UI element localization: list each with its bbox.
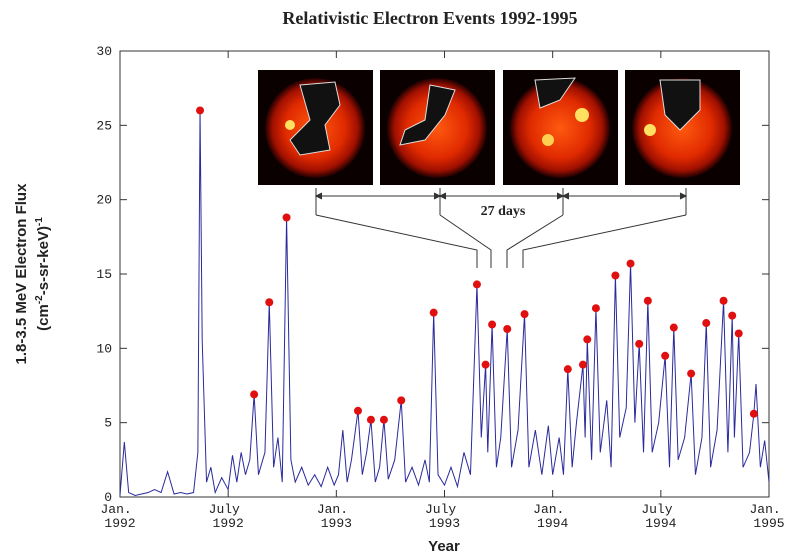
chart-title: Relativistic Electron Events 1992-1995 xyxy=(282,8,577,28)
event-marker xyxy=(750,410,758,418)
event-marker xyxy=(627,260,635,268)
event-marker xyxy=(644,297,652,305)
y-tick-label: 20 xyxy=(96,193,112,208)
event-marker xyxy=(473,280,481,288)
annotation: 27 days xyxy=(481,204,526,219)
sun-image xyxy=(625,70,740,185)
event-marker xyxy=(430,309,438,317)
event-marker xyxy=(583,335,591,343)
x-tick-label: Jan. 1994 xyxy=(533,502,572,531)
y-label-part: -s-sr-keV) xyxy=(35,226,52,295)
y-tick-label: 10 xyxy=(96,341,112,356)
event-marker xyxy=(564,365,572,373)
event-marker xyxy=(735,329,743,337)
event-marker xyxy=(702,319,710,327)
x-tick-label: July 1994 xyxy=(641,502,680,531)
event-marker xyxy=(661,352,669,360)
event-marker xyxy=(521,310,529,318)
event-marker xyxy=(720,297,728,305)
event-marker xyxy=(592,304,600,312)
y-axis-label: 1.8-3.5 MeV Electron Flux (cm-2-s-sr-keV… xyxy=(13,183,52,365)
x-tick-label: Jan. 1995 xyxy=(749,502,788,531)
event-marker xyxy=(367,416,375,424)
chart: Relativistic Electron Events 1992-1995 Y… xyxy=(0,0,791,556)
sun-image xyxy=(380,70,495,185)
event-marker xyxy=(579,361,587,369)
event-marker xyxy=(250,390,258,398)
y-tick-label: 25 xyxy=(96,118,112,133)
event-marker xyxy=(196,106,204,114)
y-tick-label: 5 xyxy=(104,416,112,431)
event-marker xyxy=(635,340,643,348)
y-label-part: -1 xyxy=(34,217,45,226)
x-axis-label: Year xyxy=(428,538,460,555)
event-marker xyxy=(503,325,511,333)
x-tick-label: Jan. 1992 xyxy=(100,502,139,531)
event-marker xyxy=(354,407,362,415)
event-marker xyxy=(670,324,678,332)
sun-image xyxy=(503,70,618,185)
y-tick-label: 30 xyxy=(96,44,112,59)
y-label-line: (cm-2-s-sr-keV)-1 xyxy=(34,217,52,331)
event-marker xyxy=(380,416,388,424)
event-marker xyxy=(265,298,273,306)
y-label-line: 1.8-3.5 MeV Electron Flux xyxy=(13,183,30,365)
event-marker xyxy=(397,396,405,404)
x-tick-label: July 1992 xyxy=(209,502,248,531)
event-marker xyxy=(611,271,619,279)
y-tick-label: 15 xyxy=(96,267,112,282)
y-label-part: (cm xyxy=(35,304,52,331)
event-marker xyxy=(728,312,736,320)
sun-images xyxy=(258,70,740,185)
event-marker xyxy=(283,214,291,222)
sun-image xyxy=(258,70,373,185)
event-marker xyxy=(687,370,695,378)
x-tick-label: July 1993 xyxy=(425,502,464,531)
event-marker xyxy=(482,361,490,369)
x-tick-label: Jan. 1993 xyxy=(317,502,356,531)
event-marker xyxy=(488,321,496,329)
